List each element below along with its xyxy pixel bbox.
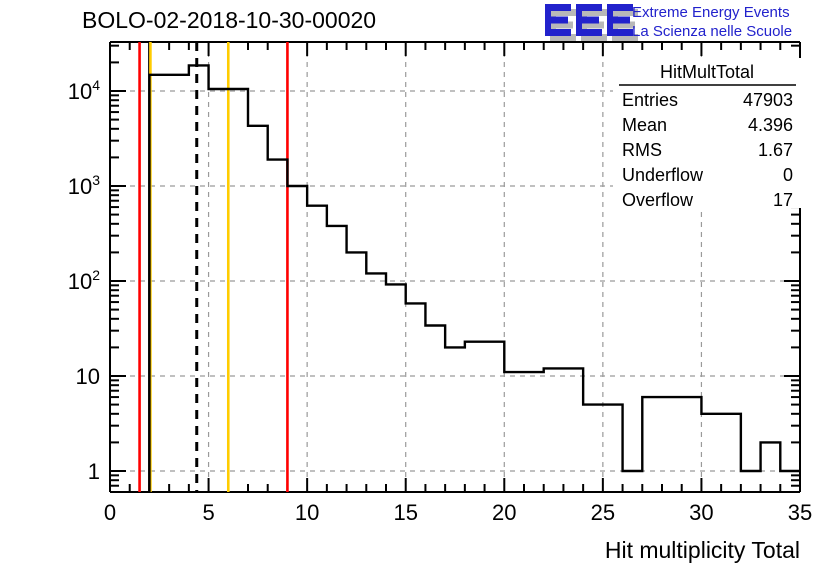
logo-line1: Extreme Energy Events — [632, 4, 790, 21]
stats-row-label: Underflow — [622, 165, 704, 185]
x-tick-label: 35 — [788, 500, 812, 525]
x-tick-label: 20 — [492, 500, 516, 525]
y-tick-label: 10 — [76, 364, 100, 389]
x-tick-label: 30 — [689, 500, 713, 525]
histogram-curve — [148, 64, 800, 492]
stats-row-value: 47903 — [743, 90, 793, 110]
x-axis-title: Hit multiplicity Total — [605, 537, 800, 563]
x-tick-label: 25 — [591, 500, 615, 525]
stats-row-label: Entries — [622, 90, 678, 110]
y-tick-labels: 1 10 102 103 104 — [68, 77, 100, 484]
y-tick-label: 103 — [68, 172, 100, 199]
stats-row-label: RMS — [622, 140, 662, 160]
page-title: BOLO-02-2018-10-30-00020 — [82, 7, 376, 33]
stats-row-value: 17 — [773, 190, 793, 210]
stats-box-bg — [613, 58, 801, 208]
x-tick-label: 10 — [295, 500, 319, 525]
x-tick-label: 15 — [393, 500, 417, 525]
eee-logo — [545, 4, 638, 41]
x-tick-labels: 0 5 10 15 20 25 30 35 — [104, 500, 812, 525]
stats-row-label: Overflow — [622, 190, 694, 210]
stats-title: HitMultTotal — [660, 62, 754, 82]
stats-row-label: Mean — [622, 115, 667, 135]
stats-box: HitMultTotal Entries 47903 Mean 4.396 RMS 1.6… — [613, 58, 801, 210]
grid-lines — [110, 42, 800, 492]
y-tick-label: 1 — [88, 459, 100, 484]
stats-rows: Entries 47903 Mean 4.396 RMS 1.67 Underflow 0 Ov… — [622, 90, 793, 210]
stats-row-value: 4.396 — [748, 115, 793, 135]
stats-row-value: 0 — [783, 165, 793, 185]
y-tick-label: 104 — [68, 77, 100, 104]
logo-line2: La Scienza nelle Scuole — [632, 23, 792, 40]
y-tick-label: 102 — [68, 267, 100, 294]
stats-row-value: 1.67 — [758, 140, 793, 160]
x-tick-label: 5 — [202, 500, 214, 525]
x-tick-label: 0 — [104, 500, 116, 525]
